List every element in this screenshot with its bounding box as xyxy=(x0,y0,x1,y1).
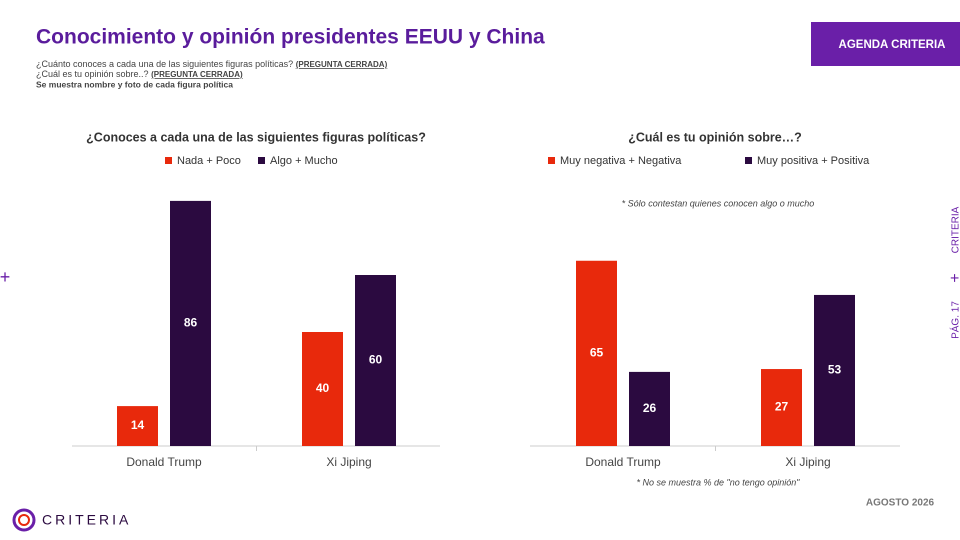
bar xyxy=(629,371,670,446)
x-tick-label: Donald Trump xyxy=(585,455,661,469)
x-tick-label: Xi Jiping xyxy=(326,455,371,469)
slide-title: Conocimiento y opinión presidentes EEUU … xyxy=(36,26,545,49)
question-text: ¿Cuánto conoces a cada una de las siguie… xyxy=(36,59,293,69)
value-label: 27 xyxy=(775,400,789,414)
x-tick-label: Xi Jiping xyxy=(785,455,830,469)
legend-swatch xyxy=(165,157,172,164)
value-label: 60 xyxy=(369,353,383,367)
plus: + xyxy=(947,273,960,282)
value-label: 40 xyxy=(316,381,330,395)
legend-label: Muy negativa + Negativa xyxy=(560,155,682,167)
x-tick-label: Donald Trump xyxy=(126,455,202,469)
bar xyxy=(170,200,211,446)
legend-swatch xyxy=(548,157,555,164)
legend-label: Muy positiva + Positiva xyxy=(757,155,870,167)
badge-text: AGENDA CRITERIA xyxy=(839,39,946,51)
side-brand: CRITERIA xyxy=(951,206,960,253)
page-number: PÁG. 17 xyxy=(949,301,960,339)
value-label: 26 xyxy=(643,401,657,415)
chart-title: ¿Cuál es tu opinión sobre…? xyxy=(628,130,802,144)
bar xyxy=(117,406,158,446)
question-tag: (PREGUNTA CERRADA) xyxy=(151,70,243,79)
bar xyxy=(576,260,617,446)
logo xyxy=(18,514,30,526)
legend-label: Algo + Mucho xyxy=(270,155,338,167)
plus: + xyxy=(0,267,10,287)
legend-label: Nada + Poco xyxy=(177,155,241,167)
question-tag: (PREGUNTA CERRADA) xyxy=(296,60,388,69)
bar xyxy=(761,369,802,446)
footnote: * No se muestra % de "no tengo opinión" xyxy=(637,477,801,487)
annotation: * Sólo contestan quienes conocen algo o … xyxy=(622,198,815,208)
value-label: 14 xyxy=(131,418,145,432)
value-label: 65 xyxy=(590,346,604,360)
chart-title: ¿Conoces a cada una de las siguientes fi… xyxy=(86,130,426,144)
question-text: ¿Cuál es tu opinión sobre..? xyxy=(36,69,149,79)
bar xyxy=(355,275,396,446)
brand: CRITERIA xyxy=(42,512,131,528)
question: ¿Cuál es tu opinión sobre..? (PREGUNTA C… xyxy=(36,69,243,79)
bar xyxy=(302,332,343,446)
value-label: 86 xyxy=(184,316,198,330)
badge xyxy=(811,22,960,66)
legend-swatch xyxy=(258,157,265,164)
bar xyxy=(814,294,855,446)
legend-swatch xyxy=(745,157,752,164)
question: ¿Cuánto conoces a cada una de las siguie… xyxy=(36,59,388,69)
date: AGOSTO 2026 xyxy=(866,498,935,509)
logo xyxy=(12,508,36,532)
header-note: Se muestra nombre y foto de cada figura … xyxy=(36,79,233,89)
value-label: 53 xyxy=(828,363,842,377)
